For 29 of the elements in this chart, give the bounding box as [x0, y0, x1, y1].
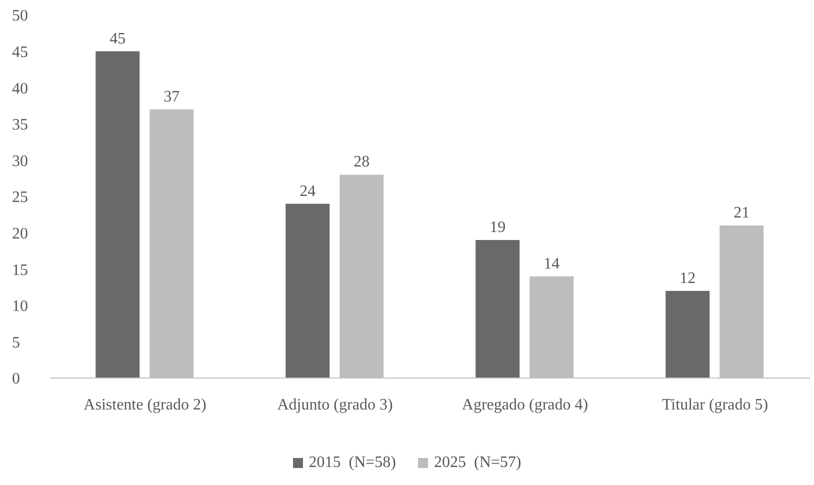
bar	[476, 240, 520, 378]
data-label: 28	[354, 154, 370, 171]
y-tick-label: 0	[12, 370, 20, 388]
x-tick-label: Titular (grado 5)	[662, 396, 768, 414]
data-label: 24	[300, 182, 316, 200]
data-label: 21	[734, 204, 750, 222]
y-tick-label: 45	[12, 44, 28, 61]
bar	[96, 51, 140, 378]
x-tick-label: Agregado (grado 4)	[462, 396, 588, 414]
bar	[286, 204, 330, 378]
x-tick-label: Asistente (grado 2)	[84, 396, 206, 414]
data-label: 37	[164, 88, 180, 106]
legend-label: 2015 (N=58)	[308, 454, 396, 472]
y-tick-label: 50	[12, 8, 28, 25]
y-tick-label: 40	[12, 80, 28, 98]
y-tick-label: 30	[12, 152, 28, 170]
y-tick-label: 5	[12, 334, 20, 352]
data-label: 45	[110, 30, 126, 48]
y-tick-label: 15	[12, 262, 28, 279]
y-tick-label: 10	[12, 298, 28, 316]
legend-label: 2025 (N=57)	[434, 454, 522, 472]
y-tick-label: 20	[12, 225, 28, 242]
y-tick-label: 25	[12, 189, 28, 206]
data-label: 14	[544, 255, 560, 272]
x-tick-label: Adjunto (grado 3)	[277, 396, 393, 414]
data-label: 12	[680, 270, 696, 287]
bar	[666, 290, 710, 378]
y-tick-label: 35	[12, 116, 28, 134]
data-label: 19	[490, 219, 506, 236]
